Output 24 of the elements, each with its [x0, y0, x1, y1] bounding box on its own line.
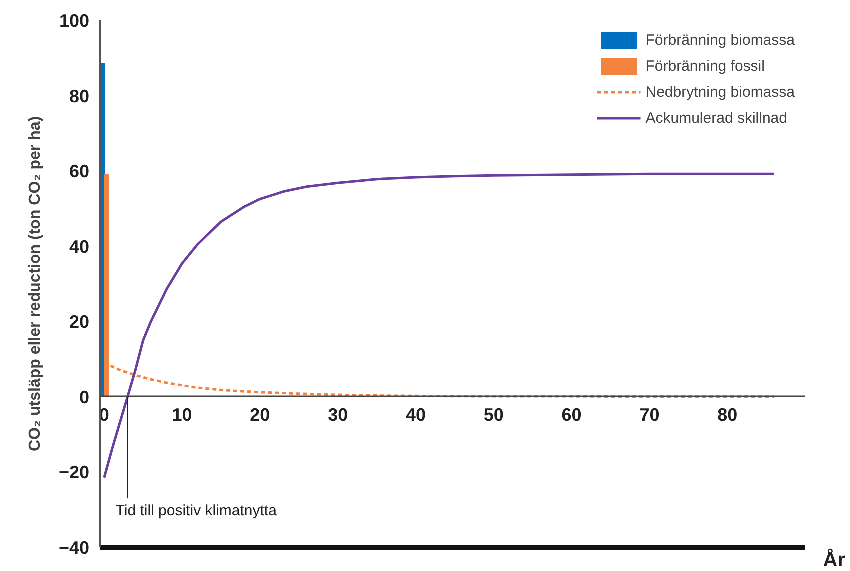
y-tick-label: 80 [69, 86, 90, 106]
annotation: Tid till positiv klimatnytta [116, 502, 278, 520]
y-tick-label: −40 [58, 538, 90, 558]
line-series [103, 172, 776, 480]
x-tick-label: 40 [406, 404, 426, 425]
y-axis-title: CO₂ utsläpp eller reduction (ton CO₂ per ha) [26, 116, 44, 452]
legend-label: Ackumulerad skillnad [646, 110, 788, 126]
x-tick-label: 10 [172, 404, 192, 425]
y-tick-label: 20 [69, 312, 90, 332]
y-tick-label: 100 [59, 11, 90, 31]
x-axis-title: År [823, 548, 846, 571]
y-tick-label: −20 [58, 462, 90, 483]
x-tick-label: 80 [718, 404, 738, 425]
x-tick-label: 30 [328, 404, 348, 425]
legend-label: Nedbrytning biomassa [646, 84, 795, 100]
legend-label: Förbränning biomassa [646, 32, 795, 48]
y-tick-label: 0 [79, 387, 90, 408]
y-tick-label: 60 [69, 162, 90, 182]
y-tick-label: 40 [69, 236, 90, 257]
x-tick-label: 60 [562, 404, 582, 425]
x-tick-label: 70 [640, 404, 660, 425]
legend-label: Förbränning fossil [646, 58, 765, 74]
x-tick-label: 20 [250, 404, 270, 425]
x-tick-label: 50 [484, 404, 504, 425]
